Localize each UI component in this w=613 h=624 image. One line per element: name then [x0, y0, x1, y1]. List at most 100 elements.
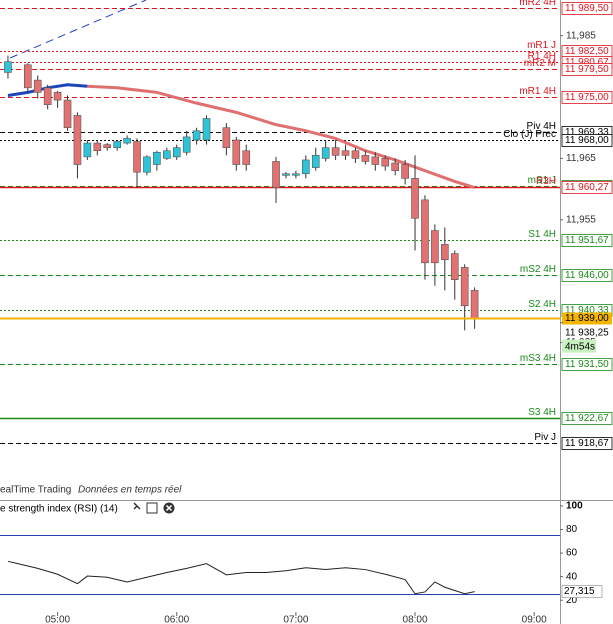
candle-body — [163, 150, 171, 159]
candle-body — [24, 64, 32, 89]
candle-body — [411, 178, 419, 219]
candle-body — [133, 141, 141, 173]
level-value-box — [561, 412, 613, 425]
rsi-tick-label: 100 — [566, 501, 583, 512]
level-value-box — [561, 91, 613, 104]
level-label: S1 4H — [528, 229, 556, 240]
x-tick-label: 07:00 — [283, 615, 308, 624]
level-label: Clo (J) Prec — [503, 129, 556, 140]
candle-body — [43, 87, 52, 105]
level-label: mS2 4H — [520, 264, 556, 275]
candle-body — [143, 156, 151, 173]
x-tick-label: 06:00 — [164, 615, 189, 624]
level-label: mS3 4H — [520, 353, 556, 364]
level-value-box — [561, 269, 613, 282]
level-value-label: 11 918,67 — [565, 438, 609, 449]
y-tick-label: 11,965 — [566, 153, 596, 164]
level-value-label: 11 931,50 — [565, 359, 609, 370]
level-value-label: 11 968,00 — [565, 135, 609, 146]
candle-body — [321, 147, 330, 159]
candle-body — [103, 144, 112, 148]
level-label: mR2 M — [524, 58, 556, 69]
rsi-tick-label: 20 — [566, 595, 578, 606]
candle-body — [73, 115, 82, 165]
level-value-box — [561, 437, 613, 450]
candle-body — [311, 155, 320, 168]
level-value-label: 11 922,67 — [565, 413, 609, 424]
moving-average — [87, 84, 476, 190]
candle-body — [4, 61, 12, 73]
x-tick-label: 09:00 — [522, 615, 547, 624]
candle-body — [222, 127, 231, 148]
level-value-label: 11 982,50 — [565, 46, 609, 57]
level-value-box — [561, 358, 613, 371]
rsi-value-box — [561, 585, 603, 598]
indicator-title: e strength index (RSI) (14) — [0, 504, 118, 515]
candle-body — [341, 150, 350, 156]
y-tick-label: 11,985 — [566, 30, 596, 41]
candle-body — [83, 142, 92, 158]
candle-body — [431, 230, 439, 264]
rsi-tick-label: 40 — [566, 571, 578, 582]
level-value-label: 11 989,50 — [565, 3, 609, 14]
candle-body — [302, 159, 310, 175]
level-value-box — [561, 234, 613, 247]
bid-label: 11 938,25 — [565, 327, 609, 338]
candle-body — [192, 130, 201, 141]
candle-body — [421, 199, 429, 264]
candle-body — [470, 290, 479, 319]
candle-body — [441, 244, 449, 261]
candle-body — [123, 138, 131, 144]
candle-body — [113, 141, 121, 148]
level-value-box — [561, 2, 613, 15]
candle-body — [182, 136, 191, 153]
level-label: mR1 J — [527, 40, 556, 51]
rsi-tick-label: 80 — [566, 524, 578, 535]
candle-body — [361, 155, 370, 162]
level-value-label: 11 975,00 — [565, 92, 609, 103]
window-icon[interactable] — [146, 502, 158, 514]
watermark: Données en temps réel — [78, 485, 182, 496]
candle-body — [33, 79, 42, 93]
level-label: S2 4H — [528, 299, 556, 310]
level-value-box — [561, 63, 613, 76]
candle-body — [53, 92, 62, 101]
x-tick-label: 08:00 — [403, 615, 428, 624]
rsi-tick-label: 60 — [566, 548, 578, 559]
x-tick-label: 05:00 — [45, 615, 70, 624]
last-price-label: 11 939,00 — [565, 313, 609, 324]
countdown: 4m54s — [565, 341, 595, 352]
level-label: Piv J — [534, 432, 556, 443]
candle-body — [172, 147, 181, 158]
level-label: mS1 J — [528, 175, 556, 186]
level-value-box — [561, 134, 613, 147]
level-value-label: 11 946,00 — [565, 270, 609, 281]
level-label: R1 4H — [528, 51, 556, 62]
candle-body — [272, 161, 280, 188]
level-value-label: 11 951,67 — [565, 235, 609, 246]
y-tick-label: 11,955 — [566, 214, 596, 225]
candle-body — [93, 142, 102, 152]
countdown-box — [562, 339, 596, 353]
candle-body — [202, 118, 211, 141]
rsi-line — [7, 560, 475, 595]
watermark: ealTime Trading — [0, 485, 71, 496]
candle-body — [401, 164, 409, 179]
candle-body — [232, 139, 241, 165]
level-value-label: 11 980,67 — [565, 57, 609, 68]
candle-body — [460, 267, 469, 307]
indicator-icons[interactable] — [133, 502, 175, 514]
trendline — [9, 0, 147, 59]
candle-body — [381, 158, 390, 167]
settings-icon[interactable] — [133, 502, 141, 510]
last-price-box — [562, 312, 612, 325]
candle-body — [153, 151, 161, 165]
candle-body — [391, 162, 399, 171]
candle-body — [371, 156, 380, 165]
candle-body — [292, 173, 300, 176]
level-value-label: 11 960,27 — [565, 182, 609, 193]
candle-body — [450, 253, 459, 280]
candle-body — [63, 99, 72, 129]
